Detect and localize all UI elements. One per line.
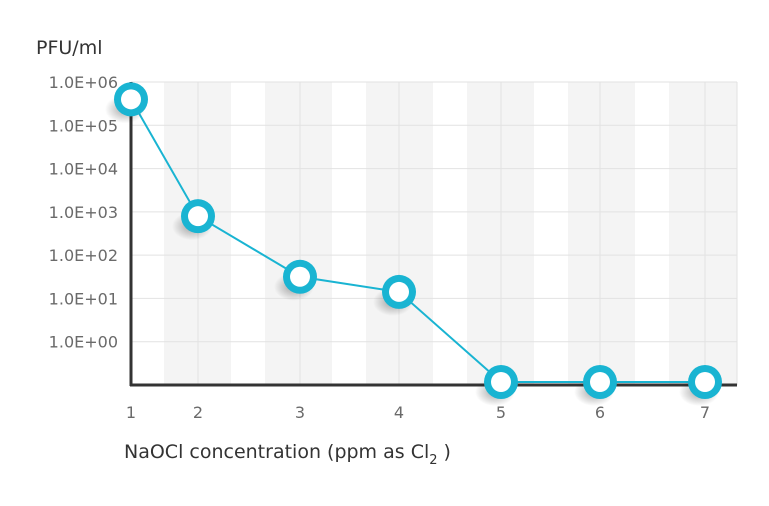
background-band [265, 82, 332, 385]
x-tick-label: 4 [394, 403, 404, 422]
y-axis-title: PFU/ml [36, 37, 102, 59]
x-axis-title-subscript: 2 [429, 453, 437, 468]
data-markers [105, 82, 722, 406]
y-tick-label: 1.0E+06 [49, 73, 118, 92]
data-point-center [290, 266, 310, 287]
background-band [669, 82, 737, 385]
x-tick-label: 6 [595, 403, 605, 422]
x-axis-title-main: NaOCl concentration (ppm as Cl [124, 441, 429, 463]
x-tick-label: 1 [126, 403, 136, 422]
y-tick-label: 1.0E+04 [49, 160, 118, 179]
x-tick-labels: 1 2 3 4 5 6 7 [126, 403, 710, 422]
x-axis-title-suffix: ) [438, 441, 451, 463]
data-point-center [590, 372, 610, 392]
x-tick-label: 7 [700, 403, 710, 422]
data-point [475, 365, 518, 406]
y-tick-label: 1.0E+02 [49, 246, 118, 265]
axes [129, 82, 737, 387]
x-axis-title: NaOCl concentration (ppm as Cl2 ) [124, 441, 451, 468]
grid-lines [131, 81, 738, 385]
data-point-center [121, 89, 141, 110]
data-point-center [389, 281, 409, 302]
data-point [274, 259, 317, 301]
y-tick-label: 1.0E+00 [49, 333, 118, 352]
data-point [679, 365, 722, 406]
y-tick-label: 1.0E+05 [49, 116, 118, 135]
data-point-center [491, 372, 511, 392]
data-point [373, 274, 416, 316]
background-band [568, 82, 635, 385]
x-tick-label: 3 [295, 403, 305, 422]
data-point-center [188, 206, 208, 227]
data-point-center [695, 372, 715, 392]
y-tick-label: 1.0E+03 [49, 203, 118, 222]
data-point [105, 82, 148, 124]
x-tick-label: 5 [496, 403, 506, 422]
y-tick-label: 1.0E+01 [49, 289, 118, 308]
data-point [172, 199, 215, 241]
y-tick-labels: 1.0E+00 1.0E+01 1.0E+02 1.0E+03 1.0E+04 1.0E+… [49, 73, 118, 352]
data-point [574, 365, 617, 406]
background-bands [164, 82, 737, 385]
x-tick-label: 2 [193, 403, 203, 422]
